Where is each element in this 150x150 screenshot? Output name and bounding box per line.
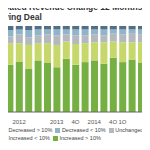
svg-text:2013: 2013 (50, 119, 64, 124)
html-text:Decreased < 10%: Decreased < 10% (61, 127, 106, 133)
svg-text:2012: 2012 (12, 119, 26, 124)
html-text:Increased > 10%: Increased > 10% (59, 135, 101, 141)
html-text:Source: PitchB: Source: PitchB (110, 143, 147, 149)
svg-text:4Q: 4Q (109, 119, 117, 124)
html-text:Increased < 10%: Increased < 10% (8, 135, 50, 141)
html-text:Unchanged: Unchanged (115, 127, 144, 133)
svg-text:2014: 2014 (88, 119, 102, 124)
svg-text:1Q: 1Q (118, 119, 126, 124)
html-text:ying Deal: ying Deal (4, 12, 42, 22)
html-text:Decreased > 10%: Decreased > 10% (8, 127, 53, 133)
html-text:pated Revenue Change 12 Months: pated Revenue Change 12 Months (4, 2, 143, 12)
svg-text:4Q: 4Q (71, 119, 79, 124)
